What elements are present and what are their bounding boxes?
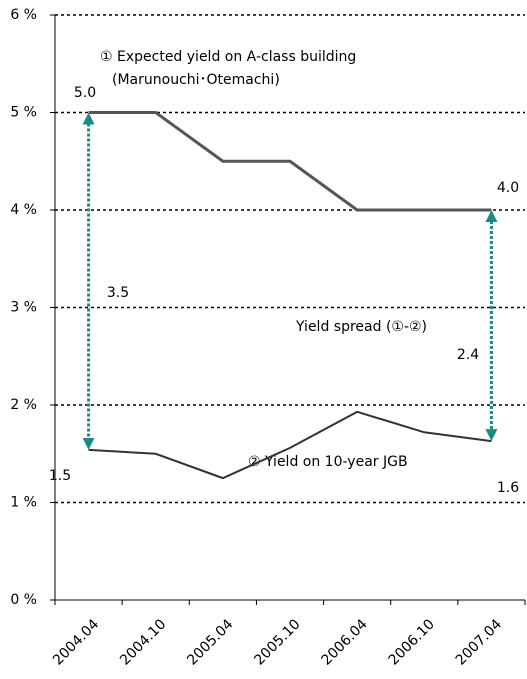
x-tick-label: 2005.04 (184, 616, 236, 668)
series-line (88, 111, 492, 212)
x-tick-label: 2006.04 (319, 616, 371, 668)
data-label: 1.5 (49, 468, 71, 484)
series-1-name: ① Expected yield on A-class building (100, 49, 356, 65)
y-tick-label: 5 % (10, 105, 37, 121)
series-1-subname: (Marunouchi･Otemachi) (112, 72, 280, 88)
x-tick-label: 2006.10 (386, 616, 438, 668)
data-label: 4.0 (497, 180, 519, 196)
y-tick-label: 6 % (10, 7, 37, 23)
spread-title: Yield spread (①-②) (295, 319, 427, 335)
spread-label: 3.5 (107, 285, 129, 301)
spread-label: 2.4 (457, 347, 479, 363)
x-tick-label: 2005.10 (251, 616, 303, 668)
data-label: 1.6 (497, 480, 519, 496)
y-tick-label: 2 % (10, 397, 37, 413)
x-tick-label: 2004.10 (117, 616, 169, 668)
data-label: 5.0 (74, 85, 96, 101)
x-tick-label: 2004.04 (50, 616, 102, 668)
y-tick-label: 3 % (10, 300, 37, 316)
series-2-name: ② Yield on 10-year JGB (248, 454, 408, 470)
x-tick-label: 2007.04 (453, 616, 505, 668)
y-tick-label: 1 % (10, 495, 37, 511)
y-tick-label: 0 % (10, 592, 37, 608)
y-tick-label: 4 % (10, 202, 37, 218)
series-line (88, 410, 492, 480)
